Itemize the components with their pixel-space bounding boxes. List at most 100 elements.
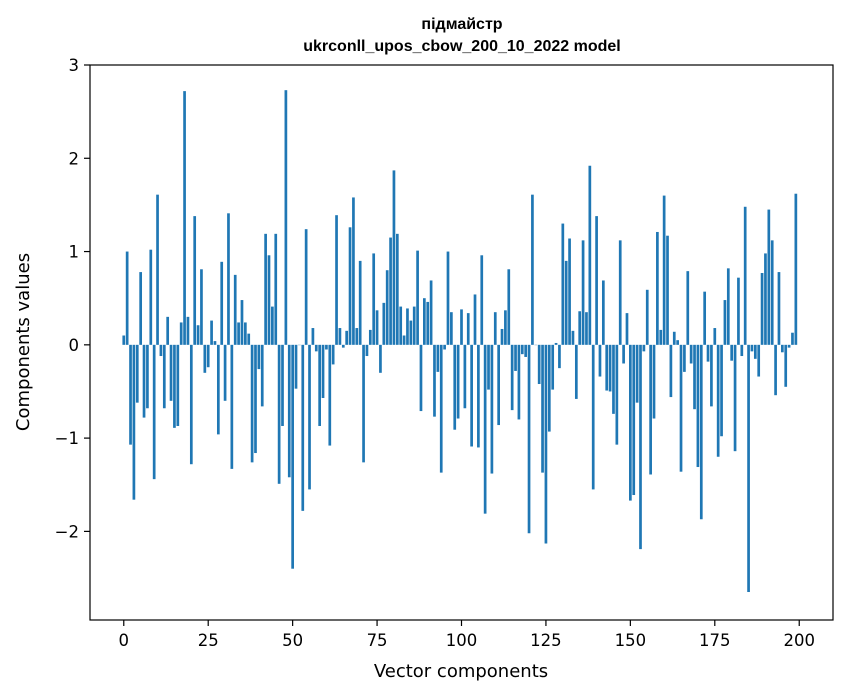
bar-74 — [372, 253, 376, 345]
bar-177 — [720, 344, 723, 437]
bar-151 — [632, 344, 636, 496]
bar-124 — [541, 344, 544, 473]
bar-65 — [341, 344, 345, 348]
bar-64 — [338, 328, 342, 345]
bar-136 — [581, 240, 585, 345]
bar-14 — [169, 344, 173, 401]
bar-165 — [679, 344, 683, 472]
bar-178 — [723, 300, 727, 345]
bar-164 — [676, 340, 679, 345]
bar-17 — [179, 322, 183, 345]
bar-16 — [176, 344, 180, 426]
bar-158 — [656, 231, 659, 345]
bar-119 — [524, 344, 528, 357]
bar-109 — [490, 344, 494, 474]
bar-6 — [142, 344, 146, 418]
bar-43 — [267, 255, 271, 345]
bar-19 — [186, 316, 190, 345]
bar-170 — [696, 344, 700, 468]
bar-108 — [487, 344, 490, 390]
bar-42 — [264, 233, 267, 345]
bar-38 — [250, 344, 254, 463]
bar-156 — [649, 344, 652, 475]
bar-23 — [200, 269, 203, 345]
bar-87 — [416, 250, 419, 345]
bar-99 — [456, 344, 460, 419]
bar-181 — [733, 344, 737, 452]
y-tick-label: 2 — [69, 149, 80, 168]
bar-11 — [159, 344, 163, 357]
y-axis-ticks: −2 −1 0 1 2 3 — [55, 56, 90, 541]
bar-4 — [135, 344, 139, 403]
bar-78 — [385, 270, 389, 345]
bar-175 — [713, 328, 717, 345]
bar-134 — [574, 344, 578, 399]
bar-47 — [281, 344, 284, 426]
bar-26 — [210, 320, 213, 345]
bar-69 — [355, 328, 359, 345]
bar-155 — [645, 289, 649, 345]
bar-44 — [271, 306, 274, 345]
bar-91 — [429, 280, 433, 345]
bar-34 — [237, 322, 240, 345]
bar-138 — [588, 165, 592, 345]
bar-81 — [395, 233, 399, 345]
bar-107 — [483, 344, 487, 514]
bar-31 — [227, 213, 230, 345]
bar-179 — [726, 268, 730, 345]
x-tick-label: 75 — [367, 631, 388, 650]
x-tick-label: 200 — [783, 631, 815, 650]
bar-128 — [554, 342, 558, 345]
bar-33 — [233, 274, 237, 345]
y-tick-label: −1 — [55, 429, 79, 448]
bar-147 — [618, 240, 622, 345]
bar-111 — [497, 344, 500, 426]
bar-192 — [770, 240, 774, 345]
bar-62 — [331, 344, 335, 365]
bar-92 — [433, 344, 436, 417]
bar-79 — [389, 237, 392, 345]
bar-5 — [139, 272, 143, 345]
bar-198 — [791, 332, 794, 345]
bar-191 — [767, 209, 771, 345]
bar-171 — [699, 344, 703, 520]
bar-142 — [601, 280, 605, 345]
bar-103 — [470, 344, 473, 447]
bar-82 — [399, 306, 403, 345]
bar-161 — [666, 235, 669, 345]
bar-86 — [412, 306, 416, 345]
bar-101 — [463, 344, 467, 409]
bar-169 — [693, 344, 696, 410]
bar-10 — [156, 194, 159, 345]
bar-193 — [774, 344, 777, 396]
bar-84 — [406, 308, 409, 345]
bar-94 — [439, 344, 443, 473]
y-tick-label: 3 — [69, 56, 80, 75]
bar-112 — [500, 328, 504, 345]
bar-150 — [629, 344, 632, 501]
bar-172 — [703, 291, 707, 345]
bar-174 — [710, 344, 713, 407]
chart-subtitle: ukrconll_upos_cbow_200_10_2022 model — [303, 38, 620, 55]
bar-97 — [450, 312, 453, 345]
x-tick-label: 0 — [119, 631, 130, 650]
bar-25 — [206, 344, 210, 368]
bar-188 — [757, 344, 761, 377]
y-tick-label: 0 — [69, 336, 80, 355]
bar-176 — [716, 344, 720, 457]
bar-182 — [737, 277, 740, 345]
bar-105 — [477, 344, 480, 448]
bar-9 — [152, 344, 156, 480]
bar-51 — [294, 344, 298, 389]
bar-54 — [304, 229, 308, 345]
bar-80 — [392, 170, 396, 345]
bar-48 — [284, 90, 288, 345]
bar-93 — [436, 344, 440, 372]
bar-37 — [247, 333, 251, 345]
bar-135 — [578, 311, 582, 345]
bar-180 — [730, 344, 734, 361]
bar-157 — [652, 344, 656, 419]
bars-group — [122, 90, 798, 593]
bar-22 — [196, 325, 200, 345]
x-tick-label: 50 — [282, 631, 303, 650]
